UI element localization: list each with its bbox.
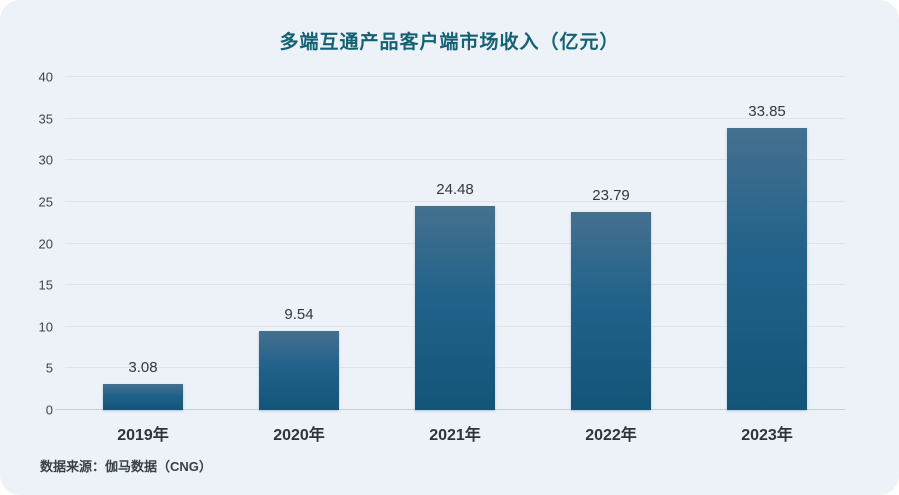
bar-2021年: 24.48 — [415, 181, 495, 410]
gridline-y-40 — [65, 76, 845, 77]
value-label-2021年: 24.48 — [436, 181, 474, 199]
category-label-2021年: 2021年 — [429, 427, 481, 444]
y-tick-label-10: 10 — [38, 319, 53, 335]
category-label-2022年: 2022年 — [585, 427, 637, 444]
y-tick-label-35: 35 — [38, 111, 53, 127]
y-tick-label-15: 15 — [38, 277, 53, 293]
y-tick-label-30: 30 — [38, 152, 53, 168]
value-label-2019年: 3.08 — [128, 359, 158, 377]
gridline-y-25 — [65, 200, 845, 202]
category-label-2023年: 2023年 — [741, 427, 793, 444]
y-tick-label-0: 0 — [45, 402, 53, 418]
category-label-2019年: 2019年 — [117, 427, 169, 444]
plot-area: 0 5 10 15 20 25 30 35 40 3.08 2019年 9.54 2020年 24.48 2… — [39, 70, 845, 444]
gridline-y-35 — [65, 117, 845, 119]
y-tick-label-20: 20 — [38, 236, 53, 251]
bar-slot-2020年: 9.54 2020年 — [221, 77, 377, 444]
bars-container: 3.08 2019年 9.54 2020年 24.48 2021年 23.79 2022年 33… — [65, 77, 845, 444]
bar-2020年: 9.54 — [259, 306, 339, 410]
bar-slot-2022年: 23.79 2022年 — [533, 77, 689, 444]
chart-title: 多端互通产品客户端市场收入（亿元） — [279, 32, 620, 53]
y-tick-label-40: 40 — [38, 69, 53, 85]
bar-slot-2023年: 33.85 2023年 — [689, 77, 845, 444]
y-tick-label-25: 25 — [38, 194, 53, 210]
value-label-2023年: 33.85 — [748, 103, 786, 121]
bar-2019年: 3.08 — [103, 359, 183, 410]
data-source-note: 数据来源：伽马数据（CNG） — [40, 459, 212, 474]
value-label-2020年: 9.54 — [284, 305, 314, 323]
bar-slot-2019年: 3.08 2019年 — [65, 77, 221, 444]
value-label-2022年: 23.79 — [592, 186, 630, 204]
gridline-y-30 — [65, 159, 845, 161]
bar-2023年: 33.85 — [727, 103, 807, 410]
category-label-2020年: 2020年 — [273, 427, 325, 444]
y-tick-label-5: 5 — [45, 360, 53, 376]
bar-slot-2021年: 24.48 2021年 — [377, 77, 533, 444]
bar-2022年: 23.79 — [571, 187, 651, 410]
